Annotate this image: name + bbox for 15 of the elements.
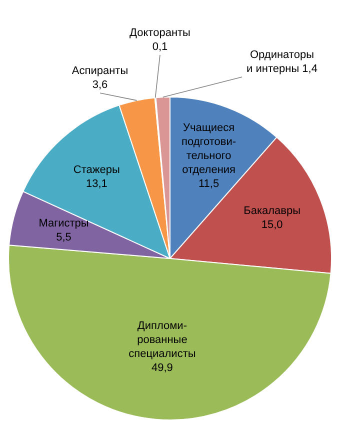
data-label: 49,9 [151, 362, 173, 374]
slice-label: Аспиранты [72, 65, 128, 78]
data-label: 3,6 [92, 79, 108, 92]
slice-label: Докторанты [130, 27, 191, 40]
slice-label: Дипломи-рованные специалисты [128, 320, 196, 360]
slice-label: Ординаторы и интерны 1,4 [246, 49, 318, 76]
data-label: 13,1 [86, 178, 108, 190]
data-label: 0,1 [152, 41, 168, 54]
slice-label: Магистры [38, 218, 89, 230]
data-label: 11,5 [198, 178, 220, 190]
slice-label: Учащиеся подготови-тельного отделения [181, 122, 236, 176]
data-label: 5,5 [56, 232, 72, 244]
slice-label: Бакалавры [244, 204, 301, 217]
data-label: 15,0 [261, 218, 283, 231]
slice-label: Стажеры [73, 164, 120, 176]
